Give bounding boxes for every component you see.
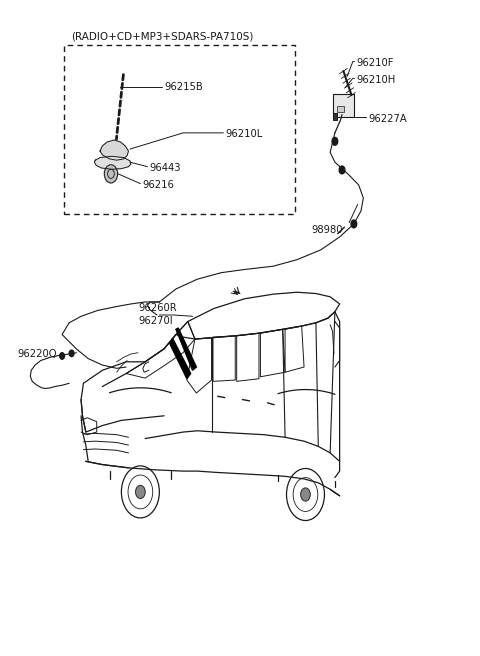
FancyBboxPatch shape — [334, 94, 354, 117]
Text: 96215B: 96215B — [164, 83, 203, 92]
Text: 98980: 98980 — [311, 226, 343, 236]
Text: 96443: 96443 — [150, 163, 181, 173]
Circle shape — [351, 220, 357, 228]
Bar — [337, 106, 344, 112]
Text: (RADIO+CD+MP3+SDARS-PA710S): (RADIO+CD+MP3+SDARS-PA710S) — [72, 31, 254, 42]
Text: 96210H: 96210H — [356, 75, 396, 85]
Circle shape — [339, 166, 345, 174]
Polygon shape — [170, 338, 191, 379]
Text: 96210L: 96210L — [226, 129, 263, 139]
Circle shape — [60, 353, 64, 359]
Text: 96227A: 96227A — [368, 113, 407, 123]
Polygon shape — [95, 156, 131, 169]
Bar — [333, 113, 337, 120]
Text: 96270I: 96270I — [138, 316, 173, 327]
Polygon shape — [100, 140, 129, 160]
Text: 96260R: 96260R — [138, 304, 177, 314]
Circle shape — [69, 350, 74, 357]
Circle shape — [104, 165, 118, 183]
Text: 96220Q: 96220Q — [17, 349, 57, 359]
Text: 96210F: 96210F — [356, 58, 394, 68]
Polygon shape — [176, 328, 196, 370]
Circle shape — [332, 137, 338, 145]
Text: 96216: 96216 — [143, 180, 175, 190]
Circle shape — [136, 485, 145, 499]
Circle shape — [301, 488, 310, 501]
